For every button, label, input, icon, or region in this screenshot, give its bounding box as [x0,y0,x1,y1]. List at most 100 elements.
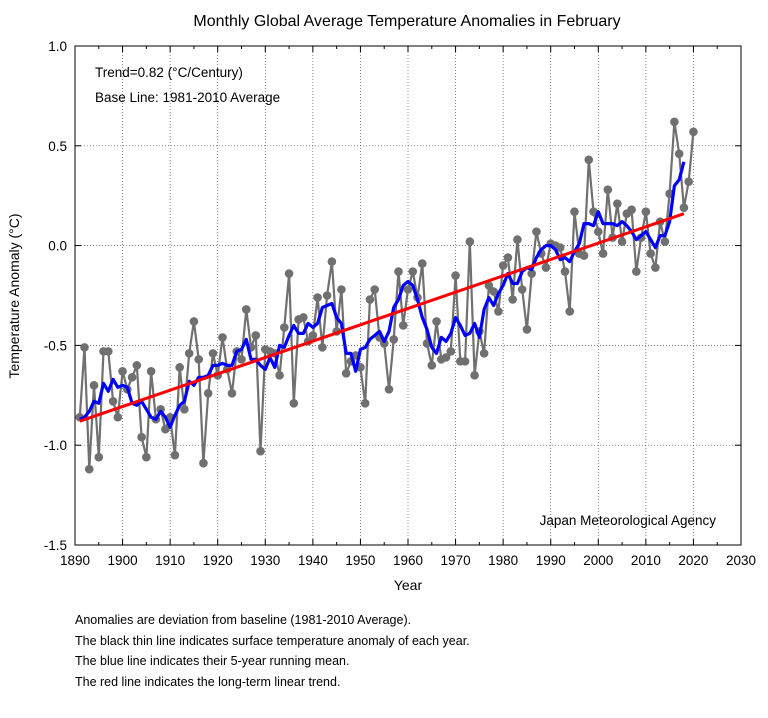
x-tick-label: 1890 [60,553,90,568]
annual-anomaly-point [451,271,460,280]
chart-notes: Anomalies are deviation from baseline (1… [75,610,470,692]
note-line: Anomalies are deviation from baseline (1… [75,613,412,627]
note-line: The red line indicates the long-term lin… [75,674,341,689]
annual-anomaly-point [560,267,570,276]
annual-anomaly-point [470,371,479,380]
annual-anomaly-point [660,237,670,246]
annual-anomaly-point [137,432,146,442]
x-tick-label: 1970 [441,553,471,568]
annual-anomaly-point [579,251,589,260]
trend-line [79,212,685,423]
x-tick-label: 1900 [108,553,138,568]
annual-anomaly-point [113,412,123,422]
annual-anomaly-point [251,331,261,340]
annual-anomaly-point [161,424,170,434]
y-tick-label: -0.5 [44,338,67,353]
annual-anomaly-point [532,227,541,236]
annual-anomaly-point [308,331,318,340]
annual-anomaly-point [80,343,89,352]
note-line: The black thin line indicates surface te… [75,633,470,648]
baseline-annotation: Base Line: 1981-2010 Average [95,90,280,105]
annual-anomaly-point [593,227,603,236]
x-tick-label: 2020 [678,553,708,568]
x-tick-label: 1960 [393,553,423,568]
annual-anomaly-point [104,347,113,356]
annual-anomaly-point [627,205,636,214]
annual-anomaly-point [89,381,99,390]
annual-anomaly-point [280,323,289,332]
annual-anomaly-line [78,121,695,470]
annual-anomaly-point [379,339,389,348]
annual-anomaly-point [565,307,575,316]
agency-credit: Japan Meteorological Agency [540,513,717,528]
annual-anomaly-point [446,347,456,356]
annual-anomaly-point [389,335,399,344]
annual-anomaly-point [199,458,208,468]
annual-anomaly-point [503,253,513,262]
annual-anomaly-point [94,452,104,462]
annual-anomaly-point [175,363,184,372]
trend-annotation: Trend=0.82 (°C/Century) [95,65,243,80]
y-tick-label: -1.5 [44,538,67,553]
y-tick-label: 1.0 [48,39,67,54]
annual-anomaly-point [394,267,403,276]
annual-anomaly-point [441,353,451,362]
annual-anomaly-point [156,404,165,414]
annual-anomaly-point [641,207,651,216]
annual-anomaly-point [227,389,237,398]
annual-anomaly-point [555,243,565,252]
x-tick-label: 1910 [155,553,185,568]
annual-anomaly-point [517,285,527,294]
x-tick-label: 1950 [345,553,375,568]
annual-anomaly-point [498,261,508,270]
annual-anomaly-point [674,149,684,159]
annual-anomaly-point [284,269,294,278]
temperature-anomaly-chart: Monthly Global Average Temperature Anoma… [6,13,756,593]
running-mean-line [79,161,686,429]
x-tick-label: 2010 [631,553,661,568]
annual-anomaly-point [679,203,689,212]
annual-anomaly-point [484,281,494,290]
annual-anomaly-point [194,355,203,364]
x-tick-label: 1980 [488,553,518,568]
annual-anomaly-point [218,333,227,342]
x-tick-label: 1940 [298,553,328,568]
annual-anomaly-point [489,287,498,296]
annual-anomaly-point [384,385,394,394]
annual-anomaly-point [432,317,441,326]
annual-anomaly-point [508,295,517,304]
annual-anomaly-point [522,325,532,334]
annual-anomaly-point [513,235,522,244]
annual-anomaly-point [127,373,137,382]
annual-anomaly-point [203,389,213,398]
annual-anomaly-point [313,293,322,302]
annual-anomaly-point [289,398,299,408]
x-tick-label: 1990 [536,553,566,568]
annual-anomaly-point [322,291,332,300]
annual-anomaly-point [341,369,351,378]
annual-anomaly-point [408,267,418,276]
annual-anomaly-point [170,450,180,460]
annual-anomaly-point [299,313,308,322]
annual-anomaly-point [670,117,679,127]
annual-anomaly-point [318,343,327,352]
annual-anomaly-point [651,263,660,272]
annual-anomaly-point [208,349,218,358]
annual-anomaly-point [184,349,194,358]
annual-anomaly-point [237,355,246,364]
annual-anomaly-point [617,237,627,246]
annual-anomaly-point [603,185,613,195]
annual-anomaly-point [613,199,622,208]
annual-anomaly-point [108,396,118,406]
annual-anomaly-point [275,371,284,380]
annual-anomaly-point [646,249,655,258]
y-tick-label: -1.0 [44,438,67,453]
annual-anomaly-point [256,446,265,456]
annual-anomaly-point [541,263,551,272]
annual-anomaly-point [494,307,503,316]
x-tick-label: 2030 [726,553,756,568]
y-tick-label: 0.5 [48,139,67,154]
annual-anomaly-point [403,285,413,294]
annual-anomaly-point [360,398,370,408]
annual-anomaly-point [465,237,475,246]
